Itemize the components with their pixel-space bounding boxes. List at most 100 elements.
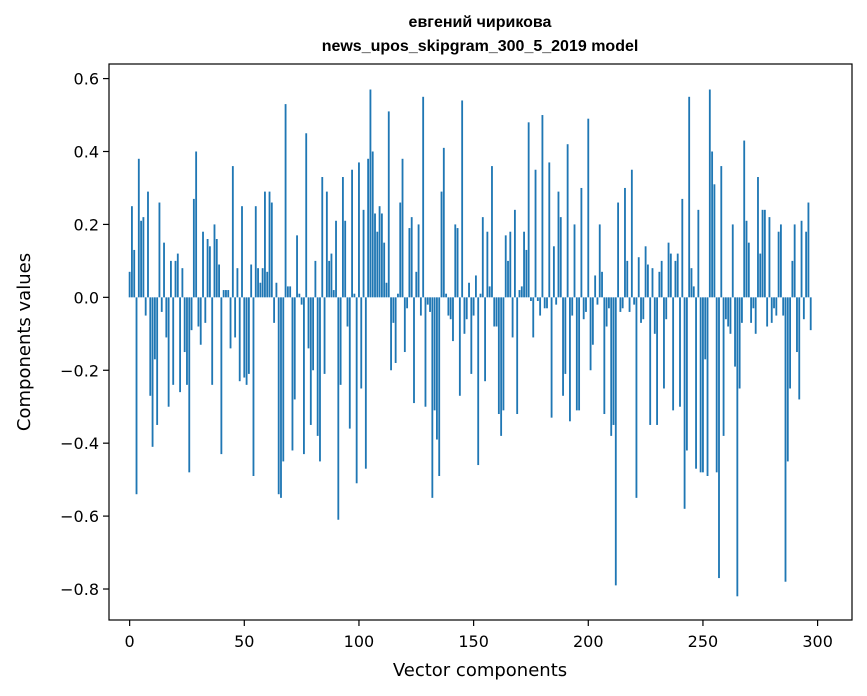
bar-component-234 — [665, 297, 668, 320]
bar-component-87 — [328, 260, 331, 298]
bar-component-88 — [330, 253, 333, 298]
bar-component-180 — [541, 115, 544, 298]
bar-component-232 — [660, 260, 663, 298]
bar-component-138 — [445, 293, 448, 298]
bar-component-65 — [277, 297, 280, 495]
bar-component-66 — [280, 297, 282, 498]
y-tick-label: −0.8 — [60, 580, 99, 599]
bar-component-202 — [591, 297, 594, 345]
bar-component-105 — [369, 89, 372, 298]
bar-component-191 — [566, 144, 569, 298]
y-axis-ticks: −0.8 −0.6 −0.4 −0.2 0.0 0.2 0.4 0.6 — [60, 70, 109, 599]
bar-component-63 — [273, 297, 276, 323]
bar-component-113 — [387, 111, 390, 298]
bar-component-23 — [181, 268, 184, 298]
bar-component-251 — [704, 297, 707, 360]
bar-component-53 — [250, 264, 253, 298]
bar-component-74 — [298, 293, 301, 298]
bar-component-183 — [548, 162, 551, 298]
bar-component-216 — [624, 187, 626, 298]
bar-component-284 — [779, 224, 782, 298]
bar-component-163 — [502, 297, 505, 411]
x-tick-label: 100 — [344, 632, 375, 651]
bar-component-133 — [433, 297, 436, 411]
bar-component-288 — [789, 297, 791, 389]
bar-component-106 — [371, 151, 374, 298]
bar-component-245 — [690, 268, 693, 298]
bar-component-293 — [800, 220, 803, 298]
bar-component-150 — [472, 297, 475, 316]
bar-component-79 — [309, 297, 312, 425]
bar-component-157 — [488, 286, 491, 298]
bar-component-285 — [782, 297, 785, 316]
bar-component-254 — [711, 151, 714, 298]
bar-component-22 — [179, 297, 181, 393]
bar-component-267 — [741, 297, 743, 323]
bar-component-92 — [339, 297, 342, 385]
bar-component-224 — [642, 297, 645, 320]
bar-component-29 — [195, 151, 198, 298]
bar-component-287 — [786, 297, 789, 462]
bar-component-4 — [137, 158, 140, 298]
bar-component-68 — [284, 104, 287, 298]
bar-component-193 — [571, 297, 574, 316]
bar-component-177 — [534, 169, 537, 298]
bar-component-43 — [227, 290, 230, 298]
bar-component-249 — [699, 297, 702, 473]
bar-component-46 — [234, 297, 237, 338]
bar-component-9 — [149, 297, 152, 396]
bar-component-97 — [351, 169, 353, 298]
bar-component-256 — [715, 297, 718, 473]
bar-component-173 — [525, 249, 528, 298]
bar-component-189 — [562, 297, 564, 396]
y-tick-label: 0.2 — [74, 215, 99, 234]
bar-component-279 — [768, 217, 771, 298]
bar-component-51 — [245, 297, 248, 385]
bar-component-14 — [160, 297, 163, 312]
bar-component-194 — [573, 224, 576, 298]
bar-component-164 — [504, 235, 507, 298]
bar-component-201 — [589, 297, 592, 371]
bar-component-217 — [626, 260, 629, 298]
bar-component-211 — [612, 297, 615, 425]
y-tick-label: −0.2 — [60, 361, 99, 380]
bar-component-80 — [312, 297, 315, 371]
bar-component-220 — [633, 297, 636, 305]
bar-component-110 — [380, 213, 383, 298]
bar-component-59 — [264, 191, 266, 298]
bar-component-57 — [259, 282, 262, 298]
bar-component-265 — [736, 297, 739, 597]
bar-component-18 — [170, 260, 172, 298]
x-tick-label: 50 — [234, 632, 254, 651]
bar-component-1 — [131, 206, 133, 298]
bar-component-129 — [424, 297, 427, 407]
y-tick-label: 0.4 — [74, 143, 99, 162]
bar-component-260 — [724, 297, 727, 320]
bar-component-0 — [128, 271, 131, 298]
bar-component-67 — [282, 297, 285, 462]
x-tick-label: 0 — [125, 632, 135, 651]
bar-component-290 — [793, 224, 796, 298]
bar-component-222 — [637, 257, 640, 298]
bar-component-215 — [621, 297, 624, 309]
bar-component-15 — [163, 242, 165, 298]
bar-component-174 — [527, 122, 530, 298]
bar-component-54 — [252, 297, 255, 476]
bar-component-90 — [335, 220, 337, 298]
bar-component-158 — [491, 166, 493, 298]
bar-component-64 — [275, 282, 278, 298]
bar-component-152 — [477, 297, 480, 466]
x-tick-label: 150 — [458, 632, 489, 651]
bar-component-69 — [286, 286, 289, 298]
bar-component-274 — [757, 177, 759, 298]
bar-component-100 — [358, 162, 360, 298]
bar-component-271 — [750, 297, 753, 323]
bar-component-244 — [688, 96, 691, 298]
bar-component-52 — [247, 297, 250, 374]
bar-component-248 — [697, 209, 700, 298]
bar-component-207 — [603, 297, 606, 415]
bar-component-214 — [619, 297, 622, 312]
bar-component-165 — [507, 260, 509, 298]
bar-component-209 — [608, 297, 610, 309]
